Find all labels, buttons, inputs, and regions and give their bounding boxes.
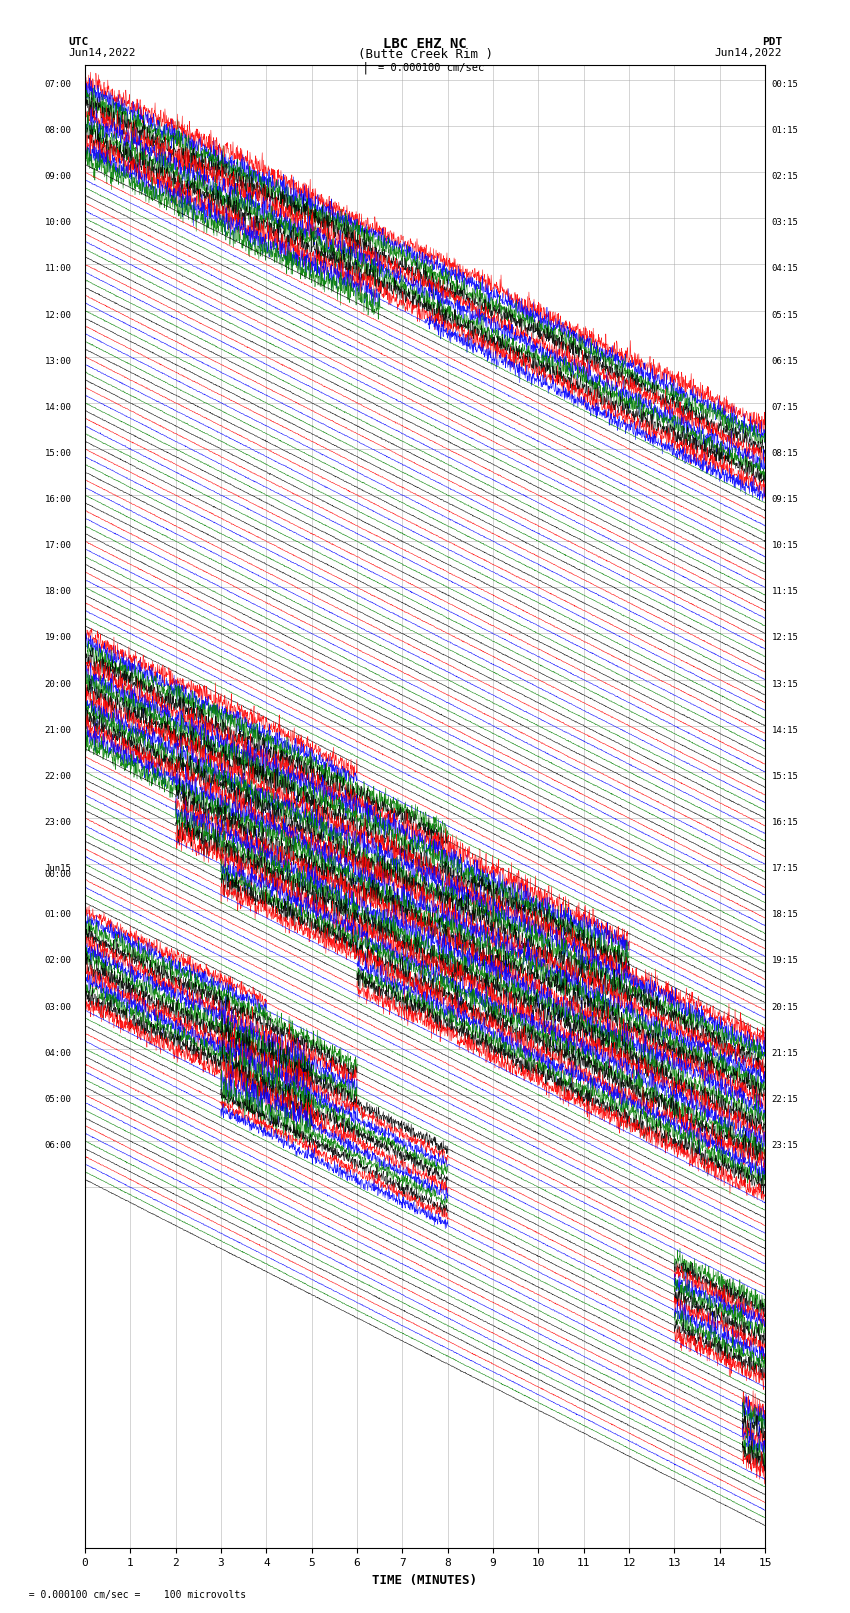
Text: 07:00: 07:00 [44,81,71,89]
Text: 04:00: 04:00 [44,1048,71,1058]
Text: 08:00: 08:00 [44,126,71,135]
Text: 23:15: 23:15 [772,1140,799,1150]
Text: = 0.000100 cm/sec: = 0.000100 cm/sec [378,63,484,73]
Text: 00:15: 00:15 [772,81,799,89]
Text: 14:15: 14:15 [772,726,799,736]
X-axis label: TIME (MINUTES): TIME (MINUTES) [372,1574,478,1587]
Text: 03:15: 03:15 [772,218,799,227]
Text: 19:00: 19:00 [44,634,71,642]
Text: 15:15: 15:15 [772,773,799,781]
Text: 08:15: 08:15 [772,448,799,458]
Text: 17:15: 17:15 [772,865,799,873]
Text: 12:00: 12:00 [44,311,71,319]
Text: 00:00: 00:00 [44,869,71,879]
Text: 12:15: 12:15 [772,634,799,642]
Text: 22:00: 22:00 [44,773,71,781]
Text: 06:15: 06:15 [772,356,799,366]
Text: |: | [362,61,369,74]
Text: 16:15: 16:15 [772,818,799,827]
Text: 17:00: 17:00 [44,542,71,550]
Text: = 0.000100 cm/sec =    100 microvolts: = 0.000100 cm/sec = 100 microvolts [17,1590,246,1600]
Text: LBC EHZ NC: LBC EHZ NC [383,37,467,52]
Text: 18:15: 18:15 [772,910,799,919]
Text: 13:00: 13:00 [44,356,71,366]
Text: 01:00: 01:00 [44,910,71,919]
Text: 05:15: 05:15 [772,311,799,319]
Text: Jun14,2022: Jun14,2022 [68,48,135,58]
Text: 21:15: 21:15 [772,1048,799,1058]
Text: 19:15: 19:15 [772,957,799,966]
Text: PDT: PDT [762,37,782,47]
Text: 09:15: 09:15 [772,495,799,505]
Text: 07:15: 07:15 [772,403,799,411]
Text: 13:15: 13:15 [772,679,799,689]
Text: 15:00: 15:00 [44,448,71,458]
Text: 20:15: 20:15 [772,1003,799,1011]
Text: Jun14,2022: Jun14,2022 [715,48,782,58]
Text: 10:00: 10:00 [44,218,71,227]
Text: 04:15: 04:15 [772,265,799,274]
Text: 03:00: 03:00 [44,1003,71,1011]
Text: 10:15: 10:15 [772,542,799,550]
Text: 11:15: 11:15 [772,587,799,597]
Text: 23:00: 23:00 [44,818,71,827]
Text: 22:15: 22:15 [772,1095,799,1103]
Text: 01:15: 01:15 [772,126,799,135]
Text: 05:00: 05:00 [44,1095,71,1103]
Text: 14:00: 14:00 [44,403,71,411]
Text: Jun15: Jun15 [44,865,71,873]
Text: 21:00: 21:00 [44,726,71,736]
Text: 02:15: 02:15 [772,173,799,181]
Text: 06:00: 06:00 [44,1140,71,1150]
Text: 16:00: 16:00 [44,495,71,505]
Text: 20:00: 20:00 [44,679,71,689]
Text: 09:00: 09:00 [44,173,71,181]
Text: 11:00: 11:00 [44,265,71,274]
Text: 02:00: 02:00 [44,957,71,966]
Text: UTC: UTC [68,37,88,47]
Text: 18:00: 18:00 [44,587,71,597]
Text: (Butte Creek Rim ): (Butte Creek Rim ) [358,48,492,61]
